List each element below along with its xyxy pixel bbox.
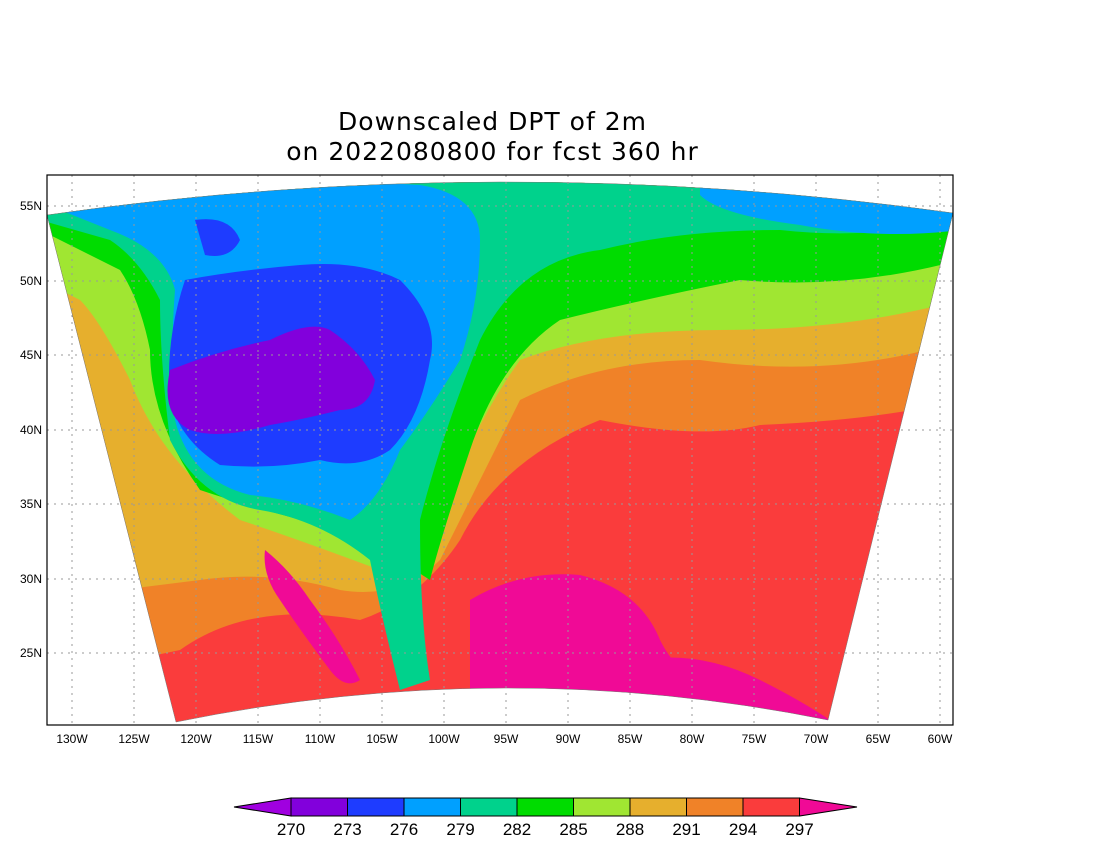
lon-tick-label: 80W	[680, 732, 705, 746]
lat-tick-label: 30N	[20, 572, 42, 586]
lat-axis: 55N 50N 45N 40N 35N 30N 25N	[20, 199, 42, 660]
lon-tick-label: 100W	[428, 732, 460, 746]
lon-tick-label: 65W	[866, 732, 891, 746]
colorbar: 270 273 276 279 282 285 288 291 294 297	[233, 797, 858, 839]
dewpoint-field	[47, 181, 953, 722]
colorbar-segment	[403, 797, 461, 817]
lat-tick-label: 35N	[20, 497, 42, 511]
colorbar-high-arrow	[799, 797, 858, 817]
lat-tick-label: 45N	[20, 348, 42, 362]
map-frame	[46, 174, 954, 726]
colorbar-segment	[516, 797, 574, 817]
colorbar-low-arrow	[233, 797, 292, 817]
lat-tick-label: 50N	[20, 274, 42, 288]
map-title-line1: Downscaled DPT of 2m	[338, 107, 647, 136]
colorbar-label: 282	[503, 820, 531, 839]
colorbar-segment	[629, 797, 687, 817]
colorbar-label: 273	[333, 820, 361, 839]
lat-tick-label: 55N	[20, 199, 42, 213]
colorbar-label: 279	[446, 820, 474, 839]
colorbar-label: 285	[559, 820, 587, 839]
colorbar-label: 294	[729, 820, 757, 839]
map-title-line2: on 2022080800 for fcst 360 hr	[286, 137, 699, 166]
colorbar-segment	[347, 797, 405, 817]
colorbar-segment	[742, 797, 800, 817]
lon-tick-label: 120W	[180, 732, 212, 746]
lat-tick-label: 25N	[20, 646, 42, 660]
lon-tick-label: 115W	[243, 732, 274, 746]
lon-tick-label: 90W	[556, 732, 581, 746]
lat-tick-label: 40N	[20, 423, 42, 437]
grid-lines	[47, 175, 953, 725]
colorbar-segment	[686, 797, 744, 817]
lon-tick-label: 85W	[618, 732, 643, 746]
colorbar-segment	[573, 797, 631, 817]
lon-tick-label: 125W	[118, 732, 150, 746]
colorbar-label: 288	[616, 820, 644, 839]
colorbar-segment	[290, 797, 348, 817]
lon-tick-label: 60W	[928, 732, 953, 746]
lon-tick-label: 110W	[305, 732, 336, 746]
lon-tick-label: 70W	[804, 732, 829, 746]
domain-outline	[46, 181, 954, 723]
lon-tick-label: 75W	[742, 732, 767, 746]
colorbar-label: 276	[390, 820, 418, 839]
lon-tick-label: 130W	[56, 732, 88, 746]
colorbar-label: 270	[277, 820, 305, 839]
colorbar-label: 297	[785, 820, 813, 839]
colorbar-label: 291	[672, 820, 700, 839]
lon-tick-label: 105W	[366, 732, 398, 746]
lon-tick-label: 95W	[494, 732, 519, 746]
lon-axis: 130W 125W 120W 115W 110W 105W 100W 95W 9…	[56, 732, 953, 746]
colorbar-segment	[460, 797, 518, 817]
